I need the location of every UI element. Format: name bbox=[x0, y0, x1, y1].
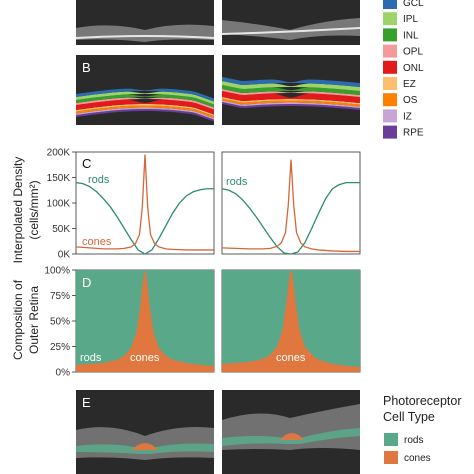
panel-c: 0K 50K 100K 150K 200K C rods cones rods bbox=[47, 148, 361, 261]
y-tick-label-c-3: 150K bbox=[47, 173, 71, 184]
layer-legend-label-iz: IZ bbox=[403, 111, 412, 122]
plot-frame-c-left bbox=[75, 151, 215, 255]
b-left-band-opl bbox=[76, 97, 214, 110]
y-ticks-c: 0K 50K 100K 150K 200K bbox=[47, 148, 76, 261]
layer-legend-swatch-gcl bbox=[383, 0, 397, 9]
layer-legend-label-ipl: IPL bbox=[403, 14, 418, 25]
lines-c-right bbox=[221, 159, 360, 255]
b-left-band-gcl bbox=[76, 88, 214, 102]
layer-legend-label-ez: EZ bbox=[403, 79, 416, 90]
line-c-right-cones bbox=[221, 159, 360, 253]
layer-legend-swatch-iz bbox=[383, 109, 397, 123]
layer-legend-swatch-os bbox=[383, 93, 397, 107]
line-c-left-rods bbox=[75, 181, 214, 255]
oct-rpe-line-a-right bbox=[221, 27, 361, 35]
layer-bands-b-left bbox=[76, 88, 214, 122]
y-tick-label-d-4: 100% bbox=[44, 266, 70, 277]
b-right-band-gcl bbox=[222, 77, 360, 87]
series-label-c-right-rods: rods bbox=[226, 176, 248, 188]
b-left-band-ipl bbox=[76, 91, 214, 105]
b-right-band-ez bbox=[222, 97, 360, 105]
b-left-band-os bbox=[76, 105, 214, 118]
y-tick-label-d-3: 75% bbox=[50, 291, 70, 302]
y-tick-label-c-4: 200K bbox=[47, 148, 71, 159]
celltype-legend-swatch-rods bbox=[384, 433, 398, 446]
y-axis-title-d-line2: Outer Retina bbox=[27, 286, 41, 354]
y-axis-title-d-line1: Composition of bbox=[11, 279, 25, 360]
layer-legend-label-gcl: GCL bbox=[403, 0, 424, 9]
panel-d: 0% 25% 50% 75% 100% D rods cones cones bbox=[44, 266, 361, 379]
oct-retina-band-a-right bbox=[222, 18, 360, 40]
panel-letter-c: C bbox=[82, 156, 91, 171]
layer-legend-label-rpe: RPE bbox=[403, 128, 424, 139]
oct-rpe-line-a-left bbox=[75, 35, 215, 39]
celltype-legend: Photoreceptor Cell Type rods cones bbox=[383, 394, 462, 464]
layer-legend-label-inl: INL bbox=[403, 30, 419, 41]
b-left-band-ez bbox=[76, 104, 214, 116]
b-left-band-iz bbox=[76, 107, 214, 120]
b-right-band-onl bbox=[222, 91, 360, 103]
y-axis-title-c-line2: (cells/mm²) bbox=[27, 180, 41, 239]
y-axis-title-c-line1: Interpolated Density bbox=[11, 157, 25, 264]
series-label-c-left-rods: rods bbox=[88, 174, 110, 186]
layer-legend-swatch-ez bbox=[383, 77, 397, 90]
lines-c-left bbox=[75, 154, 214, 255]
overlay-cones-e-left bbox=[132, 443, 158, 450]
b-left-band-rpe bbox=[76, 109, 214, 122]
series-label-d-left-rods: rods bbox=[80, 352, 102, 364]
layer-legend-swatch-ipl bbox=[383, 12, 397, 26]
panel-e: E bbox=[76, 390, 360, 474]
y-ticks-d: 0% 25% 50% 75% 100% bbox=[44, 266, 76, 379]
panel-letter-b: B bbox=[82, 60, 91, 75]
y-tick-label-d-2: 50% bbox=[50, 317, 70, 328]
y-tick-label-c-0: 0K bbox=[58, 250, 71, 261]
y-tick-label-c-1: 50K bbox=[52, 224, 70, 235]
areas-d-left bbox=[76, 270, 214, 372]
b-left-band-inl bbox=[76, 94, 214, 108]
line-c-left-cones bbox=[75, 154, 214, 251]
b-right-band-iz bbox=[222, 100, 360, 108]
series-label-d-right-cones: cones bbox=[276, 352, 306, 364]
layer-legend: GCL IPL INL OPL ONL EZ OS IZ RPE bbox=[383, 0, 424, 139]
layer-legend-label-opl: OPL bbox=[403, 47, 423, 58]
layer-legend-swatch-opl bbox=[383, 44, 397, 58]
panel-a bbox=[75, 0, 361, 45]
line-c-right-rods bbox=[221, 181, 360, 255]
celltype-legend-swatch-cones bbox=[384, 451, 398, 464]
b-right-band-inl bbox=[222, 85, 360, 95]
oct-retina-band-a-left bbox=[76, 24, 214, 42]
series-label-d-left-cones: cones bbox=[130, 352, 160, 364]
y-tick-label-d-1: 25% bbox=[50, 342, 70, 353]
y-axis-title-c: Interpolated Density (cells/mm²) bbox=[11, 157, 41, 264]
b-right-band-os bbox=[222, 98, 360, 107]
overlay-cones-e-right bbox=[280, 433, 304, 440]
layer-legend-label-os: OS bbox=[403, 95, 418, 106]
area-d-right-cones bbox=[222, 270, 360, 372]
b-right-band-rpe bbox=[222, 102, 360, 110]
b-right-band-ipl bbox=[222, 81, 360, 91]
layer-legend-swatch-inl bbox=[383, 28, 397, 42]
y-tick-label-d-0: 0% bbox=[56, 368, 71, 379]
layer-legend-swatch-rpe bbox=[383, 125, 397, 139]
series-label-c-left-cones: cones bbox=[82, 236, 112, 248]
layer-legend-swatch-onl bbox=[383, 60, 397, 74]
panel-letter-d: D bbox=[82, 275, 91, 290]
celltype-legend-label-cones: cones bbox=[404, 453, 431, 464]
celltype-legend-title-line2: Cell Type bbox=[383, 410, 435, 424]
b-right-band-opl bbox=[222, 89, 360, 97]
layer-legend-label-onl: ONL bbox=[403, 63, 424, 74]
layer-bands-b-right bbox=[222, 77, 360, 110]
y-tick-label-c-2: 100K bbox=[47, 199, 71, 210]
areas-d-right bbox=[222, 270, 360, 372]
celltype-legend-title-line1: Photoreceptor bbox=[383, 394, 462, 408]
panel-b: B bbox=[76, 55, 360, 125]
area-d-left-cones bbox=[76, 270, 214, 372]
panel-letter-e: E bbox=[82, 395, 91, 410]
celltype-legend-label-rods: rods bbox=[404, 435, 423, 446]
b-left-band-onl bbox=[76, 99, 214, 115]
overlay-rods-e-right bbox=[222, 428, 360, 446]
y-axis-title-d: Composition of Outer Retina bbox=[11, 279, 41, 360]
